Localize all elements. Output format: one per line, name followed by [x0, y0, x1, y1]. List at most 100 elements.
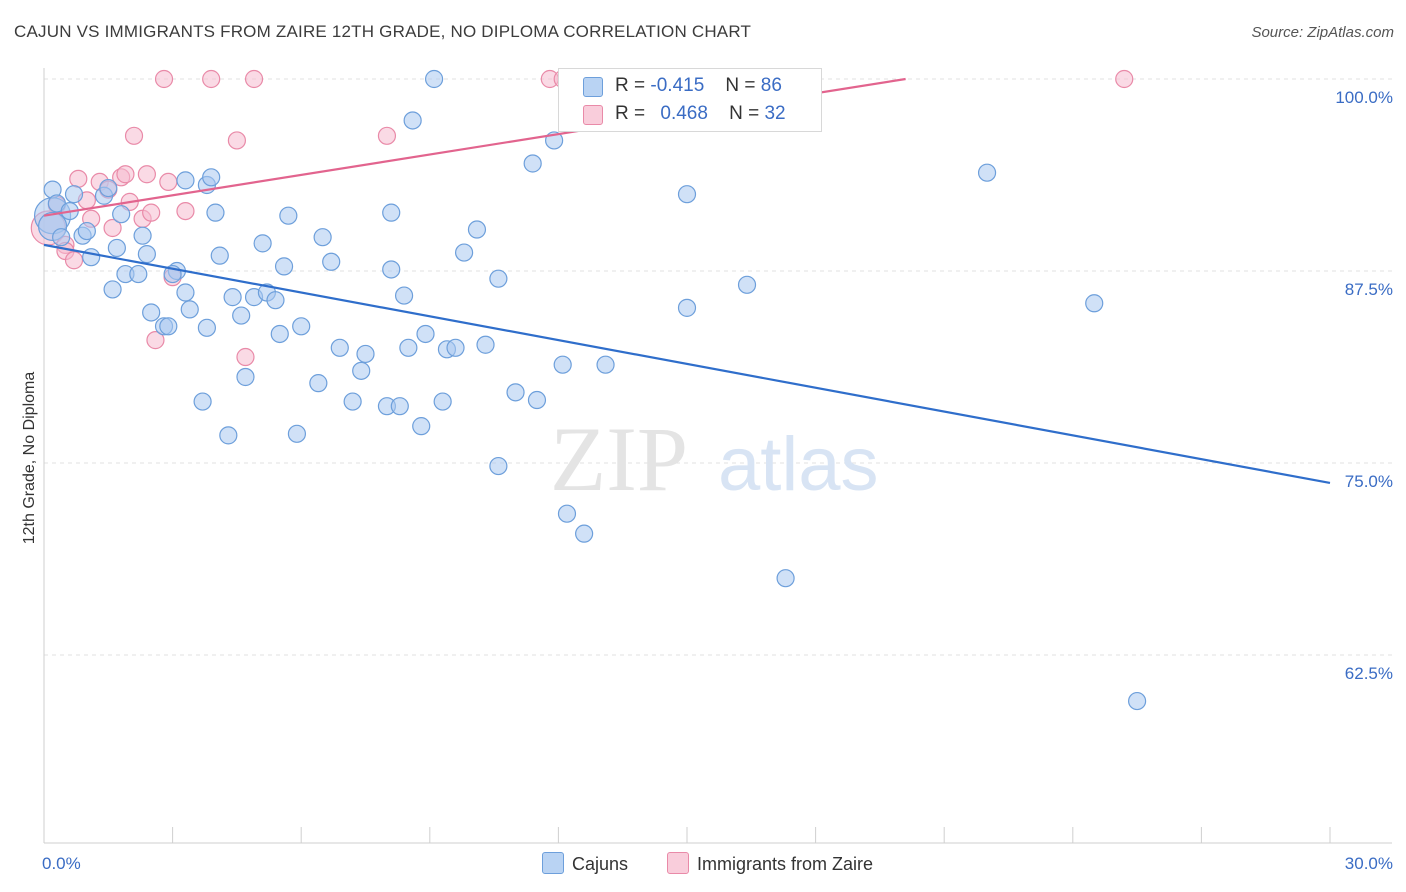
data-point [236, 347, 255, 367]
data-point [227, 131, 246, 150]
stats-legend: R = -0.415 N = 86 R = 0.468 N = 32 [558, 68, 822, 132]
data-point [137, 165, 156, 184]
data-point [197, 318, 216, 337]
data-point [467, 220, 487, 239]
data-point [99, 178, 118, 198]
series-cajuns [33, 69, 1147, 711]
data-point [596, 355, 615, 374]
data-point [52, 228, 71, 247]
n-label: N = [729, 103, 760, 124]
data-point [977, 163, 997, 182]
zaire-legend-swatch [667, 852, 689, 874]
data-point [489, 456, 508, 476]
data-point [64, 251, 84, 270]
data-point [103, 280, 122, 299]
data-point [412, 417, 431, 436]
data-point [557, 504, 577, 523]
data-point [575, 524, 594, 543]
data-point [176, 201, 195, 221]
data-point [382, 260, 401, 279]
data-point [206, 203, 225, 222]
watermark-zip: ZIP [550, 408, 688, 510]
zaire-swatch [583, 105, 603, 125]
data-point [103, 218, 122, 238]
tick-labels: 62.5% 75.0% 87.5% 100.0% 0.0% 30.0% [42, 88, 1393, 873]
data-point [124, 126, 144, 145]
data-point [133, 226, 152, 245]
source-attribution: Source: ZipAtlas.com [1251, 24, 1394, 41]
data-point [1115, 69, 1134, 89]
r-value: 0.468 [660, 103, 708, 124]
data-point [107, 238, 126, 258]
data-point [279, 206, 298, 225]
cajuns-legend-swatch [542, 852, 564, 874]
x-tick-label: 0.0% [42, 854, 81, 873]
data-point [433, 392, 452, 411]
data-point [737, 275, 757, 294]
legend-item-cajuns[interactable]: Cajuns [542, 852, 628, 875]
data-point [776, 569, 795, 588]
data-point [677, 185, 697, 204]
n-value: 86 [760, 75, 782, 96]
data-point [146, 331, 165, 350]
data-point [352, 361, 371, 380]
data-point [64, 185, 84, 204]
data-point [382, 203, 401, 222]
data-point [159, 317, 178, 336]
data-point [677, 298, 697, 317]
r-label: R = [615, 75, 646, 96]
y-tick-label: 75.0% [1345, 472, 1393, 491]
watermark-atlas: atlas [718, 422, 879, 507]
data-point [266, 291, 285, 310]
cajuns-swatch [583, 77, 603, 97]
y-tick-label: 62.5% [1345, 664, 1393, 683]
data-point [377, 126, 397, 145]
data-point [219, 426, 238, 445]
data-point [193, 392, 212, 411]
y-tick-label: 87.5% [1345, 280, 1393, 299]
data-point [403, 111, 422, 130]
x-tick-label: 30.0% [1345, 854, 1393, 873]
axes [43, 68, 1392, 844]
data-point [390, 397, 409, 416]
data-point [142, 303, 161, 322]
data-point [454, 243, 474, 262]
data-point [180, 300, 199, 319]
r-value: -0.415 [650, 75, 705, 96]
data-point [356, 344, 375, 364]
trendline-cajuns [43, 243, 1331, 485]
data-point [1127, 691, 1147, 711]
data-point [253, 234, 272, 253]
data-point [394, 286, 414, 305]
data-point [274, 257, 294, 276]
data-point [489, 269, 508, 288]
legend-item-zaire[interactable]: Immigrants from Zaire [667, 852, 873, 875]
y-tick-label: 100.0% [1335, 88, 1393, 107]
data-point [202, 168, 221, 187]
data-point [343, 392, 362, 411]
data-point [313, 228, 332, 247]
data-point [232, 306, 251, 325]
data-point [176, 171, 195, 190]
data-point [236, 367, 255, 387]
data-point [527, 390, 547, 410]
data-point [553, 355, 572, 374]
data-point [309, 374, 328, 393]
data-point [210, 246, 229, 265]
r-label: R = [615, 103, 646, 124]
data-point [416, 324, 435, 344]
data-point [223, 288, 242, 307]
data-point [202, 69, 221, 89]
data-point [523, 154, 542, 173]
n-label: N = [725, 75, 756, 96]
data-point [142, 203, 161, 222]
data-point [159, 172, 178, 192]
data-point [1085, 294, 1104, 313]
grid-lines [44, 78, 1392, 656]
data-point [69, 169, 88, 188]
data-point [82, 248, 101, 267]
data-point [112, 205, 131, 224]
data-point [424, 69, 444, 89]
data-point [476, 335, 495, 354]
